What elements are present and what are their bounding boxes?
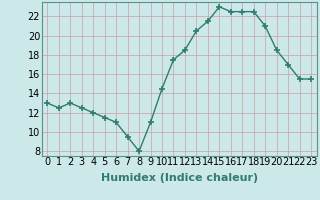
X-axis label: Humidex (Indice chaleur): Humidex (Indice chaleur): [100, 173, 258, 183]
